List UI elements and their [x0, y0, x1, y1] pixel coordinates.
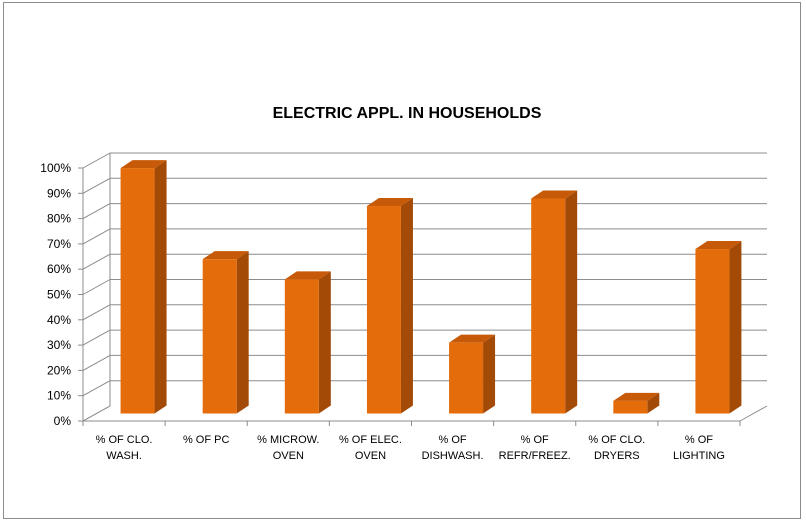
x-tick-label: % OF ELEC. OVEN — [339, 434, 402, 462]
bar-side — [236, 251, 249, 414]
y-tick-label: 20% — [47, 363, 71, 377]
x-tick-label-line: % OF — [521, 434, 549, 446]
x-tick-label: % MICROW. OVEN — [257, 434, 319, 462]
bar-side — [318, 271, 331, 414]
bar-side — [483, 334, 496, 414]
bar-front — [449, 342, 484, 414]
y-tick-label: 40% — [47, 313, 71, 327]
gridline-diagonal — [82, 405, 111, 422]
bar-side — [400, 198, 413, 414]
bar — [613, 392, 660, 414]
bar-front — [284, 279, 319, 414]
bar — [202, 251, 249, 414]
x-tick-label-line: % OF — [685, 434, 713, 446]
bar-side — [729, 241, 742, 414]
bar-top — [284, 271, 331, 280]
x-tick-label: % OF PC — [183, 434, 230, 446]
y-tick-label: 10% — [47, 389, 71, 403]
y-tick-label: 70% — [47, 237, 71, 251]
x-tick-label-line: DISHWASH. — [422, 450, 484, 462]
gridline-diagonal — [82, 279, 111, 295]
bar — [531, 190, 578, 414]
gridline-diagonal — [82, 304, 111, 321]
bar-front — [695, 249, 730, 414]
x-tick-label-line: DRYERS — [594, 450, 640, 462]
gridline-diagonal — [82, 152, 111, 169]
bar — [284, 271, 331, 414]
bar-top — [366, 198, 413, 207]
bar-top — [695, 241, 742, 250]
bar — [120, 160, 167, 414]
y-tick-label: 30% — [47, 338, 71, 352]
gridlines — [78, 152, 767, 422]
y-tick-label: 100% — [40, 161, 71, 175]
x-tick-label-line: LIGHTING — [673, 450, 725, 462]
x-tick-label: % OF REFR/FREEZ. — [499, 434, 571, 462]
gridline-diagonal — [82, 228, 111, 245]
x-tick-label: % OF DISHWASH. — [422, 434, 484, 462]
y-tick-label: 90% — [47, 186, 71, 200]
x-tick-label: % OF CLO. DRYERS — [588, 434, 645, 462]
bar-front — [613, 400, 648, 414]
gridline-diagonal — [82, 177, 111, 194]
bar-top — [613, 392, 660, 401]
bar — [449, 334, 496, 414]
bar — [695, 241, 742, 414]
bar-top — [449, 334, 496, 343]
x-tick-label: % OF LIGHTING — [673, 434, 725, 462]
y-tick-label: 50% — [47, 288, 71, 302]
x-tick-label-line: REFR/FREEZ. — [499, 450, 571, 462]
x-tick-label: % OF CLO. WASH. — [96, 434, 153, 462]
bar-side — [565, 190, 578, 414]
y-tick-label: 60% — [47, 262, 71, 276]
bar-front — [366, 206, 401, 414]
y-tick-label: 80% — [47, 212, 71, 226]
gridline-diagonal — [82, 354, 111, 371]
x-tick-label-line: % MICROW. — [257, 434, 319, 446]
x-tick-label-line: % OF PC — [183, 434, 230, 446]
x-axis-labels: % OF CLO. WASH.% OF PC% MICROW. OVEN% OF E… — [82, 421, 741, 462]
bar-top — [531, 190, 578, 199]
gridline-diagonal — [82, 203, 111, 220]
bar-front — [202, 259, 237, 414]
x-tick-label-line: % OF CLO. — [96, 434, 153, 446]
bar-top — [120, 160, 167, 169]
bar-side — [647, 392, 660, 414]
gridline-diagonal — [82, 380, 111, 397]
y-tick-label: 0% — [54, 414, 72, 428]
floor-right-edge — [739, 405, 768, 422]
x-tick-label-line: OVEN — [355, 450, 386, 462]
x-tick-label-line: % OF ELEC. — [339, 434, 402, 446]
bar-top — [202, 251, 249, 260]
bar-front — [120, 168, 155, 414]
x-tick-label-line: % OF — [439, 434, 467, 446]
x-tick-label-line: WASH. — [106, 450, 142, 462]
x-tick-label-line: OVEN — [273, 450, 304, 462]
bar-side — [154, 160, 167, 414]
y-axis-ticks: 0% 10% 20% 30% 40% 50% 60% 70% 80% 90% 100% — [40, 161, 71, 428]
bar — [366, 198, 413, 414]
gridline-diagonal — [82, 329, 111, 346]
chart-title: ELECTRIC APPL. IN HOUSEHOLDS — [273, 105, 542, 122]
bar-front — [531, 198, 566, 414]
bars — [120, 160, 742, 414]
x-tick-label-line: % OF CLO. — [588, 434, 645, 446]
gridline-diagonal — [82, 253, 111, 270]
